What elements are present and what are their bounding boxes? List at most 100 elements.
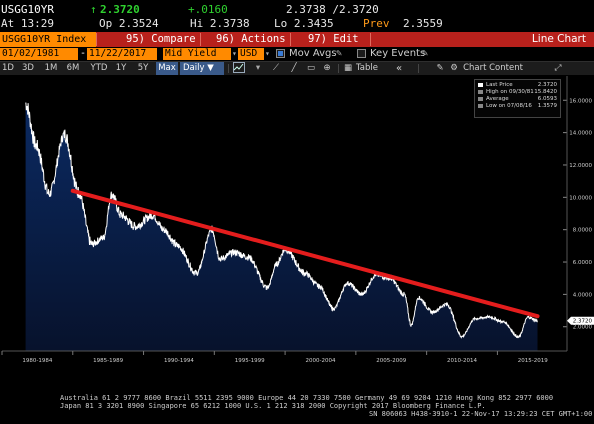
legend-label: High on 09/30/81 <box>486 89 534 95</box>
legend-swatch <box>478 82 483 87</box>
divider <box>228 64 229 73</box>
data-point <box>163 229 165 231</box>
data-point <box>111 193 113 195</box>
double-chevron-left-icon[interactable]: « <box>395 63 403 74</box>
actions-button[interactable]: 96) Actions <box>216 33 286 45</box>
up-arrow-icon: ↑ <box>90 3 97 16</box>
chart-toolbar: 1D 3D 1M 6M YTD 1Y 5Y Max Daily ▼ ▾ ⟋ ╱ … <box>0 61 594 75</box>
range-5y-button[interactable]: 5Y <box>137 63 149 73</box>
edit-button[interactable]: 97) Edit <box>308 33 359 45</box>
x-tick-label: 2015-2019 <box>518 358 548 364</box>
data-point <box>134 225 136 227</box>
range-1d-button[interactable]: 1D <box>2 63 14 73</box>
zoom-icon[interactable]: ⊕ <box>323 63 331 73</box>
low-price: Lo 2.3435 <box>274 17 334 30</box>
annotation-icon[interactable]: ▭ <box>306 63 316 73</box>
divider <box>418 64 419 73</box>
y-tick-label: 6.0000 <box>573 260 593 266</box>
data-point <box>248 256 250 258</box>
mov-avgs-label: Mov Avgs <box>289 48 337 59</box>
legend-value: 6.0593 <box>537 96 557 102</box>
data-point <box>527 316 529 318</box>
y-tick-label: 8.0000 <box>573 228 593 234</box>
prev-close: 2.3559 <box>403 17 443 30</box>
y-tick-label: 14.0000 <box>569 131 592 137</box>
data-point <box>48 193 50 195</box>
start-date-field[interactable]: 01/02/1981 <box>0 48 78 60</box>
footer-session-info: SN 806063 H438-3910-1 22-Nov-17 13:29:23… <box>369 410 593 418</box>
x-tick-label: 1995-1999 <box>235 358 265 364</box>
footer-contacts-line2: Japan 81 3 3201 8900 Singapore 65 6212 1… <box>60 402 486 410</box>
y-tick-label: 16.0000 <box>569 98 592 104</box>
data-point <box>432 311 434 313</box>
grid-icon[interactable]: ▦ <box>343 63 353 73</box>
data-point <box>91 243 93 245</box>
divider <box>96 33 97 46</box>
data-point <box>266 287 268 289</box>
x-axis: 1980-1984 1985-1989 1990-1994 1995-1999 2000… <box>1 350 567 364</box>
series-area <box>25 102 538 351</box>
gear-icon[interactable]: ⚙ <box>450 63 458 73</box>
view-title: Line Chart <box>531 33 586 45</box>
chevron-down-icon[interactable]: ▾ <box>232 49 237 58</box>
quote-time: At 13:29 <box>1 17 54 30</box>
range-max-button[interactable]: Max <box>156 62 178 75</box>
data-point <box>64 133 66 135</box>
open-price: Op 2.3524 <box>99 17 159 30</box>
trendline-tool-icon[interactable]: ╱ <box>291 63 297 73</box>
range-3d-button[interactable]: 3D <box>22 63 34 73</box>
end-date-field[interactable]: 11/22/2017 <box>87 48 157 60</box>
high-price: Hi 2.3738 <box>190 17 250 30</box>
key-events-checkbox[interactable] <box>357 49 366 58</box>
frequency-label: Daily <box>183 63 205 73</box>
data-point <box>25 103 27 105</box>
frequency-select[interactable]: Daily ▼ <box>180 62 224 75</box>
legend-label: Average <box>486 96 509 102</box>
command-bar: USGG10YR Index 95) Compare 96) Actions 9… <box>0 32 594 47</box>
data-point <box>403 293 405 295</box>
draw-line-icon[interactable]: ⟋ <box>273 63 279 73</box>
x-tick-label: 1985-1989 <box>93 358 123 364</box>
divider <box>370 33 371 46</box>
range-6m-button[interactable]: 6M <box>66 63 80 73</box>
legend-value: 2.3720 <box>537 82 557 88</box>
bid-ask: 2.3738 /2.3720 <box>286 3 379 16</box>
pencil-icon[interactable]: ✎ <box>422 48 429 59</box>
chevron-down-icon[interactable]: ▾ <box>265 49 270 58</box>
maximize-icon[interactable]: ⤢ <box>554 63 562 73</box>
key-events-label: Key Events <box>370 48 426 59</box>
prev-label: Prev <box>363 17 390 30</box>
legend-item-low: Low on 07/08/16 1.3579 <box>478 103 557 110</box>
settings-bar: 01/02/1981 - 11/22/2017 Mid Yield ▾ USD … <box>0 47 594 61</box>
compare-button[interactable]: 95) Compare <box>126 33 196 45</box>
data-point <box>537 320 539 322</box>
range-1m-button[interactable]: 1M <box>44 63 58 73</box>
range-1y-button[interactable]: 1Y <box>115 63 127 73</box>
yield-chart[interactable]: 1980-1984 1985-1989 1990-1994 1995-1999 2000… <box>0 76 594 376</box>
range-ytd-button[interactable]: YTD <box>90 63 108 73</box>
field-select[interactable]: Mid Yield <box>163 48 231 60</box>
pencil-icon[interactable]: ✎ <box>336 48 343 59</box>
chart-legend[interactable]: Last Price 2.3720 High on 09/30/81 15.84… <box>474 79 561 118</box>
settings-icon[interactable]: ✎ <box>436 63 444 73</box>
data-point <box>488 316 490 318</box>
line-chart-icon[interactable] <box>232 62 246 75</box>
currency-select[interactable]: USD <box>238 48 264 60</box>
chevron-down-icon[interactable]: ▾ <box>255 63 261 73</box>
y-axis: 2.0000 4.0000 6.0000 8.0000 10.0000 12.0000 14… <box>563 76 594 351</box>
data-point <box>333 308 335 310</box>
y-tick-label: 2.0000 <box>573 325 593 331</box>
y-tick-label: 4.0000 <box>573 292 593 298</box>
legend-value: 1.3579 <box>537 103 557 109</box>
data-point <box>410 324 412 326</box>
table-button[interactable]: Table <box>356 63 378 73</box>
series-line <box>25 102 538 339</box>
chart-content-button[interactable]: Chart Content <box>463 63 523 73</box>
divider <box>200 33 201 46</box>
divider <box>290 33 291 46</box>
data-point <box>196 272 198 274</box>
legend-swatch <box>478 89 483 94</box>
footer-contacts-line1: Australia 61 2 9777 8600 Brazil 5511 239… <box>60 394 554 402</box>
security-field[interactable]: USGG10YR Index <box>0 32 96 47</box>
mov-avgs-checkbox[interactable] <box>276 49 285 58</box>
